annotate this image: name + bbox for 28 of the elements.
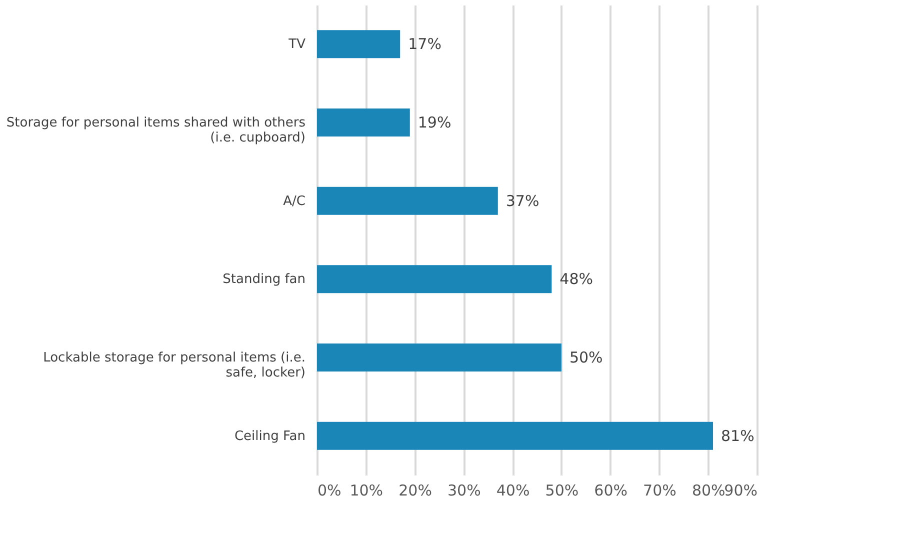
data-label: 48% — [560, 270, 594, 288]
y-tick-label: Standing fan — [222, 272, 306, 288]
y-tick-label: Ceiling Fan — [234, 428, 306, 444]
y-tick-label: A/C — [283, 194, 306, 209]
x-tick-label: 80% — [692, 482, 726, 500]
x-tick-label: 10% — [350, 482, 384, 500]
data-label: 17% — [408, 35, 442, 54]
x-tick-label: 90% — [724, 482, 758, 500]
x-tick-label: 60% — [594, 482, 628, 500]
data-label: 50% — [569, 348, 603, 366]
data-label: 19% — [418, 114, 452, 132]
data-label: 37% — [506, 192, 540, 210]
data-label: 81% — [721, 426, 754, 445]
x-tick-label: 20% — [398, 482, 432, 500]
x-tick-label: 50% — [545, 482, 579, 500]
x-tick-label: 30% — [447, 482, 481, 500]
y-tick-label: Lockable storage for personal items (i.e. safe, locker) — [43, 350, 306, 380]
y-tick-label: Storage for personal items shared with others (i.e. cupboard) — [6, 116, 306, 146]
x-tick-label: 70% — [643, 482, 676, 500]
bar — [317, 108, 410, 136]
bar — [317, 344, 562, 372]
y-tick-label: TV — [288, 37, 306, 52]
x-tick-label: 0% — [318, 482, 342, 500]
bar — [317, 422, 713, 450]
bar — [317, 265, 552, 294]
bar — [317, 186, 498, 215]
x-tick-label: 40% — [496, 482, 530, 500]
bar — [317, 30, 400, 58]
